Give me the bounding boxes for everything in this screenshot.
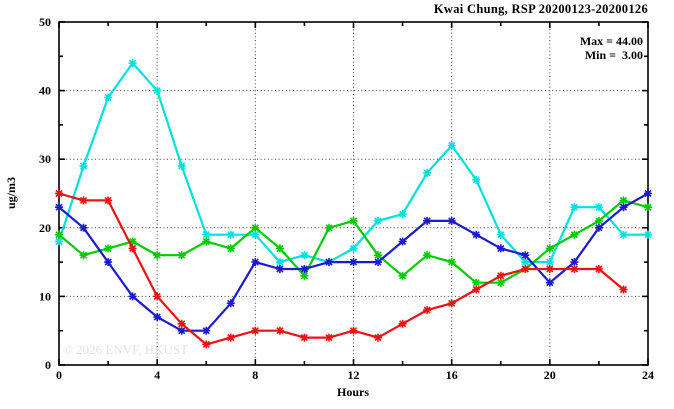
x-tick-label: 20 bbox=[544, 368, 556, 382]
x-tick-label: 12 bbox=[348, 368, 360, 382]
y-tick-label: 40 bbox=[39, 84, 51, 98]
y-tick-label: 10 bbox=[39, 289, 51, 303]
x-tick-label: 0 bbox=[56, 368, 62, 382]
y-tick-label: 20 bbox=[39, 221, 51, 235]
blue-series-markers bbox=[55, 189, 652, 335]
watermark: © 2026 ENVF, HKUST bbox=[63, 342, 188, 357]
blue-series bbox=[55, 189, 652, 335]
x-tick-label: 24 bbox=[642, 368, 654, 382]
y-tick-label: 50 bbox=[39, 15, 51, 29]
x-axis-label: Hours bbox=[337, 385, 369, 399]
x-tick-labels: 0 4 8 12 16 20 24 bbox=[56, 368, 654, 382]
y-tick-labels: 0 10 20 30 40 50 bbox=[39, 15, 51, 372]
y-tick-label: 30 bbox=[39, 152, 51, 166]
gridlines bbox=[59, 22, 648, 365]
annotation-min: Min = 3.00 bbox=[585, 48, 643, 62]
x-tick-label: 8 bbox=[252, 368, 258, 382]
annotation-max: Max = 44.00 bbox=[580, 34, 643, 48]
x-tick-label: 4 bbox=[154, 368, 160, 382]
red-series-line bbox=[58, 192, 625, 346]
chart-title: Kwai Chung, RSP 20200123-20200126 bbox=[434, 2, 648, 16]
y-tick-label: 0 bbox=[45, 358, 51, 372]
x-tick-label: 16 bbox=[446, 368, 458, 382]
axes bbox=[58, 21, 649, 366]
y-axis-label: ug/m3 bbox=[4, 177, 18, 209]
red-series bbox=[55, 189, 628, 349]
red-series-markers bbox=[55, 189, 628, 349]
